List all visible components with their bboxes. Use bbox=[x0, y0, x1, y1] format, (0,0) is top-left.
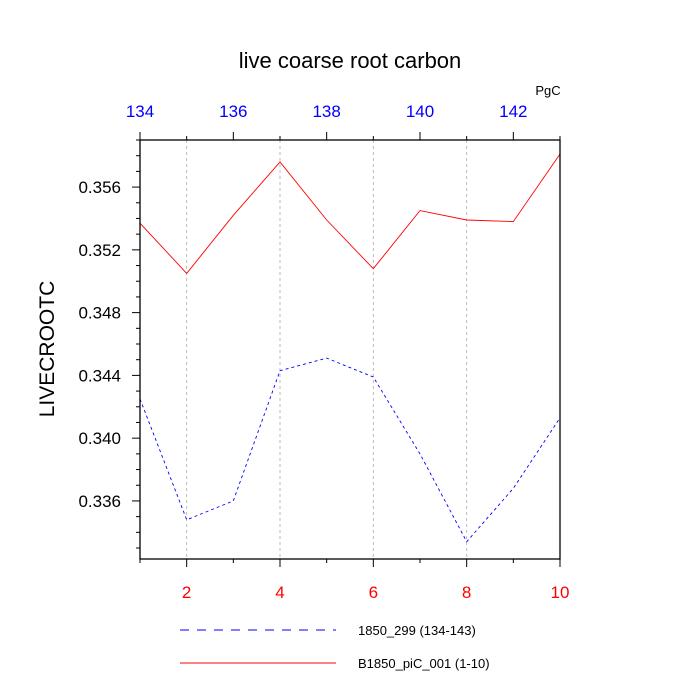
axis-ticks bbox=[132, 132, 561, 567]
y-tick-label: 0.356 bbox=[78, 178, 121, 197]
x-bottom-tick-label: 2 bbox=[182, 583, 191, 602]
y-tick-label: 0.340 bbox=[78, 429, 121, 448]
y-tick-label: 0.348 bbox=[78, 304, 121, 323]
x-top-tick-label: 138 bbox=[312, 102, 340, 121]
y-tick-label: 0.344 bbox=[78, 366, 121, 385]
y-axis-label: LIVECROOTC bbox=[36, 281, 59, 418]
y-tick-label: 0.336 bbox=[78, 492, 121, 511]
legend-label: 1850_299 (134-143) bbox=[358, 623, 476, 638]
series-lines bbox=[139, 153, 561, 543]
x-top-tick-label: 136 bbox=[219, 102, 247, 121]
tick-labels: 2 4 6 8 10 134 136 138 140 142 0.336 0.340 0.344 0.34… bbox=[78, 102, 569, 602]
x-top-tick-label: 142 bbox=[499, 102, 527, 121]
series-line-bottom bbox=[139, 153, 561, 275]
x-bottom-tick-label: 8 bbox=[462, 583, 471, 602]
series-line-top bbox=[139, 357, 561, 543]
x-bottom-tick-label: 6 bbox=[369, 583, 378, 602]
plot-frame bbox=[139, 139, 561, 560]
legend: 1850_299 (134-143) B1850_piC_001 (1-10) bbox=[180, 623, 490, 671]
x-top-tick-label: 134 bbox=[126, 102, 154, 121]
x-bottom-tick-label: 10 bbox=[551, 583, 570, 602]
chart-title: live coarse root carbon bbox=[239, 48, 462, 73]
x-bottom-tick-label: 4 bbox=[275, 583, 284, 602]
units-label: PgC bbox=[535, 83, 560, 98]
y-tick-label: 0.352 bbox=[78, 241, 121, 260]
legend-label: B1850_piC_001 (1-10) bbox=[358, 656, 490, 671]
gridlines bbox=[186, 140, 468, 559]
x-top-tick-label: 140 bbox=[406, 102, 434, 121]
